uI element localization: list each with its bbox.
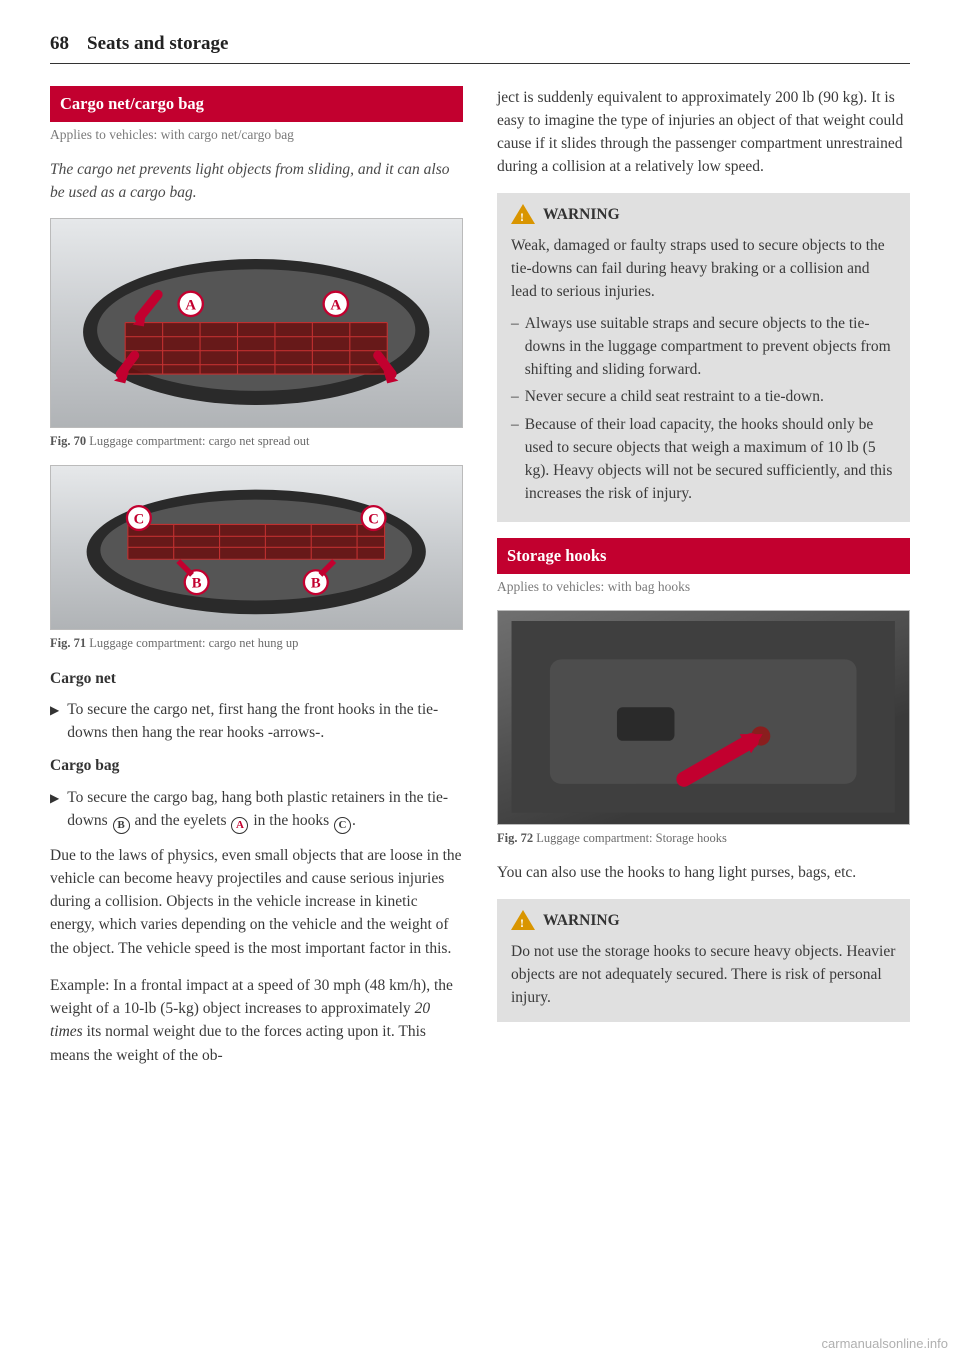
figure-71: B8V-0321 C C B B [50, 465, 463, 653]
text-fragment: and the eyelets [131, 812, 231, 829]
warning-header: WARNING [511, 909, 896, 932]
svg-text:A: A [186, 298, 197, 314]
warning-list-item: – Always use suitable straps and secure … [511, 312, 896, 382]
marker-b-icon: B [113, 817, 130, 834]
warning-box: WARNING Do not use the storage hooks to … [497, 899, 910, 1022]
svg-text:A: A [331, 298, 342, 314]
svg-text:B: B [311, 576, 321, 592]
figure-caption-text: Luggage compartment: Storage hooks [536, 831, 727, 845]
text-fragment: Example: In a frontal impact at a speed … [50, 977, 453, 1017]
continuation-paragraph: ject is suddenly equivalent to approxima… [497, 86, 910, 179]
svg-text:B: B [192, 576, 202, 592]
instruction-bullet: ▶ To secure the cargo bag, hang both pla… [50, 786, 463, 834]
warning-item-text: Because of their load capacity, the hook… [525, 413, 896, 506]
bullet-text: To secure the cargo bag, hang both plast… [67, 786, 463, 834]
figure-caption-text: Luggage compartment: cargo net spread ou… [89, 434, 309, 448]
page-header: 68 Seats and storage [50, 30, 910, 64]
left-column: Cargo net/cargo bag Applies to vehicles:… [50, 86, 463, 1081]
subheading-cargo-net: Cargo net [50, 667, 463, 690]
warning-title: WARNING [543, 909, 620, 932]
warning-triangle-icon [511, 204, 535, 224]
warning-list-item: – Never secure a child seat restraint to… [511, 385, 896, 408]
body-paragraph: You can also use the hooks to hang light… [497, 861, 910, 884]
right-column: ject is suddenly equivalent to approxima… [497, 86, 910, 1081]
warning-box: WARNING Weak, damaged or faulty straps u… [497, 193, 910, 522]
intro-text: The cargo net prevents light objects fro… [50, 158, 463, 205]
figure-71-image: B8V-0321 C C B B [50, 465, 463, 630]
warning-header: WARNING [511, 203, 896, 226]
figure-70: B8V-0320 A A [50, 218, 463, 451]
triangle-bullet-icon: ▶ [50, 698, 59, 745]
text-fragment: . [352, 812, 356, 829]
bullet-text: To secure the cargo net, first hang the … [67, 698, 463, 745]
figure-label: Fig. 72 [497, 831, 533, 845]
figure-72-caption: Fig. 72 Luggage compartment: Storage hoo… [497, 829, 910, 848]
dash-icon: – [511, 385, 519, 408]
marker-a-icon: A [231, 817, 248, 834]
section-heading-storage-hooks: Storage hooks [497, 538, 910, 575]
warning-list: – Always use suitable straps and secure … [511, 312, 896, 506]
warning-list-item: – Because of their load capacity, the ho… [511, 413, 896, 506]
storage-hook-illustration-icon [508, 621, 898, 813]
warning-body: Do not use the storage hooks to secure h… [511, 940, 896, 1010]
figure-72: B8V-0332 Fig. 72 Luggage compartment: St… [497, 610, 910, 848]
dash-icon: – [511, 312, 519, 382]
body-paragraph: Example: In a frontal impact at a speed … [50, 974, 463, 1067]
figure-caption-text: Luggage compartment: cargo net hung up [89, 636, 298, 650]
figure-72-image: B8V-0332 [497, 610, 910, 825]
trunk-illustration-icon: C C B B [61, 474, 451, 621]
svg-text:C: C [369, 511, 380, 527]
figure-70-caption: Fig. 70 Luggage compartment: cargo net s… [50, 432, 463, 451]
applies-to-text: Applies to vehicles: with cargo net/carg… [50, 125, 463, 145]
body-paragraph: Due to the laws of physics, even small o… [50, 844, 463, 960]
applies-to-text: Applies to vehicles: with bag hooks [497, 577, 910, 597]
chapter-title: Seats and storage [87, 30, 228, 59]
figure-71-caption: Fig. 71 Luggage compartment: cargo net h… [50, 634, 463, 653]
warning-body: Weak, damaged or faulty straps used to s… [511, 234, 896, 304]
warning-item-text: Never secure a child seat restraint to a… [525, 385, 824, 408]
text-fragment: in the hooks [249, 812, 333, 829]
figure-70-image: B8V-0320 A A [50, 218, 463, 428]
figure-label: Fig. 70 [50, 434, 86, 448]
warning-title: WARNING [543, 203, 620, 226]
svg-text:C: C [134, 511, 145, 527]
content-columns: Cargo net/cargo bag Applies to vehicles:… [50, 86, 910, 1081]
text-fragment: its normal weight due to the forces acti… [50, 1023, 426, 1063]
trunk-illustration-icon: A A [61, 229, 451, 416]
marker-c-icon: C [334, 817, 351, 834]
figure-label: Fig. 71 [50, 636, 86, 650]
instruction-bullet: ▶ To secure the cargo net, first hang th… [50, 698, 463, 745]
triangle-bullet-icon: ▶ [50, 786, 59, 834]
warning-item-text: Always use suitable straps and secure ob… [525, 312, 896, 382]
warning-triangle-icon [511, 910, 535, 930]
subheading-cargo-bag: Cargo bag [50, 754, 463, 777]
section-heading-cargo-net: Cargo net/cargo bag [50, 86, 463, 123]
page-number: 68 [50, 30, 69, 59]
dash-icon: – [511, 413, 519, 506]
watermark: carmanualsonline.info [822, 1334, 948, 1354]
